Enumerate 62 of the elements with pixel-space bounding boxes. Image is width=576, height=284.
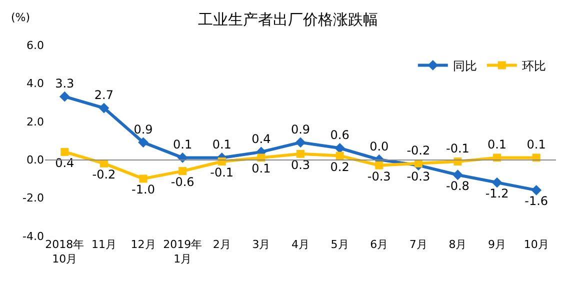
- x-tick-label: 3月: [252, 238, 270, 251]
- x-tick-label: 6月: [370, 238, 388, 251]
- y-tick-label: 4.0: [26, 77, 44, 90]
- x-tick-label: 10月: [524, 238, 549, 251]
- data-label: 3.3: [55, 76, 74, 91]
- point: [59, 91, 70, 102]
- y-tick-label: -2.0: [22, 192, 44, 205]
- legend-label: 环比: [522, 58, 546, 73]
- point: [138, 137, 148, 148]
- x-tick-label: 12月: [130, 238, 156, 251]
- data-label: -0.3: [406, 169, 430, 184]
- data-label: 0.9: [290, 122, 310, 136]
- point: [452, 170, 463, 180]
- data-label: -0.6: [170, 175, 194, 190]
- data-label: 0.0: [370, 140, 389, 154]
- y-tick-label: 0.0: [26, 153, 44, 166]
- data-label: -0.1: [210, 166, 234, 180]
- data-label: 0.1: [526, 138, 546, 152]
- data-label: -0.1: [446, 142, 470, 156]
- chart-title: 工业生产者出厂价格涨跌幅: [198, 10, 378, 29]
- data-label: 0.6: [330, 128, 350, 142]
- data-label: -1.2: [485, 186, 509, 201]
- data-label: 0.4: [252, 132, 271, 146]
- x-tick-label: 7月: [409, 238, 428, 251]
- point: [178, 167, 187, 176]
- data-label: 0.2: [330, 160, 350, 174]
- legend-label: 同比: [452, 58, 477, 73]
- data-label: 0.1: [212, 138, 232, 152]
- data-label: -0.2: [92, 167, 116, 182]
- data-label: -0.3: [367, 169, 391, 184]
- point: [295, 137, 306, 148]
- data-label: 0.1: [173, 138, 192, 152]
- point: [296, 150, 304, 158]
- point: [336, 152, 344, 160]
- x-tick-label: 4月: [292, 238, 310, 251]
- point: [531, 184, 542, 196]
- point: [60, 148, 69, 156]
- point: [375, 161, 384, 170]
- y-tick-label: 6.0: [26, 38, 44, 52]
- y-tick-label: -4.0: [22, 230, 44, 243]
- x-tick-label: 2月: [212, 238, 231, 251]
- data-label: 0.1: [487, 138, 507, 152]
- x-tick-label: 8月: [448, 238, 467, 251]
- data-label: 0.3: [290, 158, 310, 172]
- point: [139, 174, 148, 183]
- data-label: 0.9: [134, 122, 153, 136]
- data-label: -1.6: [524, 194, 548, 208]
- data-label: 0.1: [252, 162, 271, 176]
- data-label: -1.0: [132, 182, 155, 197]
- x-tick-label: 5月: [330, 238, 349, 251]
- y-axis-title: (%): [11, 11, 30, 24]
- y-tick-label: 2.0: [26, 115, 44, 128]
- x-tick-label: 2018年 10月: [45, 238, 84, 266]
- x-tick-label: 11月: [91, 238, 116, 251]
- point: [492, 177, 502, 188]
- point: [334, 142, 346, 154]
- data-label: -0.8: [446, 178, 470, 193]
- data-label: 2.7: [94, 88, 114, 102]
- x-tick-label: 2019年 1月: [163, 238, 202, 266]
- data-label: -0.2: [406, 143, 430, 158]
- x-tick-label: 9月: [488, 238, 506, 251]
- point: [98, 102, 110, 114]
